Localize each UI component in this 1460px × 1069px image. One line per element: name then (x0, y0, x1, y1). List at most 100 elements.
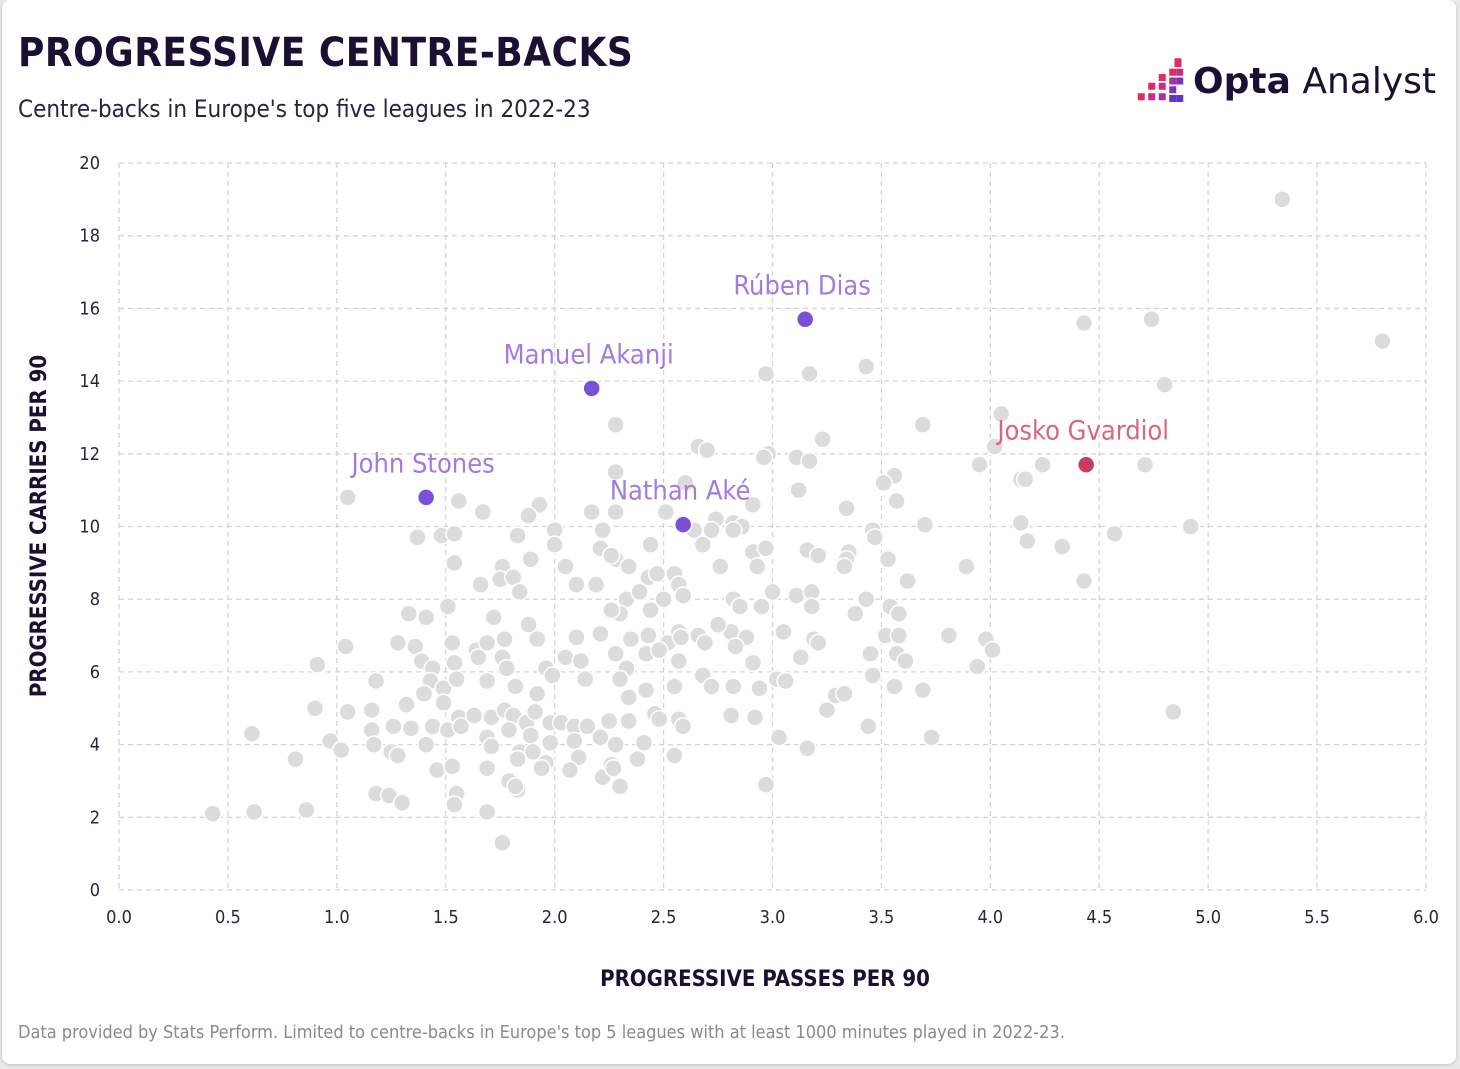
data-point[interactable] (286, 749, 305, 769)
data-point[interactable] (477, 802, 497, 822)
data-point[interactable] (913, 415, 933, 434)
data-point[interactable] (619, 557, 638, 576)
data-point[interactable] (991, 404, 1011, 424)
data-point[interactable] (397, 695, 416, 714)
data-point[interactable] (519, 506, 538, 525)
data-point[interactable] (743, 653, 763, 673)
data-point[interactable] (798, 738, 817, 758)
data-point[interactable] (630, 582, 649, 602)
data-point[interactable] (859, 717, 878, 736)
data-point[interactable] (388, 746, 408, 765)
data-point[interactable] (639, 626, 658, 645)
data-point[interactable] (702, 520, 721, 540)
data-point[interactable] (366, 671, 386, 691)
data-point[interactable] (1373, 331, 1392, 351)
data-point[interactable] (970, 455, 989, 474)
data-point[interactable] (336, 637, 355, 656)
data-point[interactable] (835, 557, 854, 576)
data-point[interactable] (416, 608, 436, 627)
data-point[interactable] (362, 700, 381, 720)
data-point[interactable] (565, 731, 584, 751)
data-point[interactable] (800, 364, 819, 384)
data-point[interactable] (606, 644, 625, 663)
data-point[interactable] (756, 775, 776, 794)
data-point[interactable] (578, 717, 597, 736)
data-point[interactable] (669, 651, 689, 671)
data-point[interactable] (602, 546, 621, 565)
data-point[interactable] (508, 749, 527, 769)
data-point[interactable] (606, 735, 625, 754)
data-point[interactable] (506, 677, 525, 696)
data-point[interactable] (530, 495, 549, 514)
data-point[interactable] (676, 473, 695, 493)
data-point[interactable] (543, 666, 562, 685)
data-point[interactable] (203, 804, 222, 823)
data-point[interactable] (307, 655, 327, 674)
data-point[interactable] (913, 680, 933, 700)
data-point[interactable] (808, 633, 828, 653)
data-point[interactable] (541, 733, 560, 753)
data-point[interactable] (556, 648, 575, 667)
data-point[interactable] (896, 651, 915, 671)
data-point[interactable] (968, 657, 987, 676)
data-point[interactable] (602, 600, 621, 620)
data-point[interactable] (748, 557, 767, 576)
data-point[interactable] (1272, 190, 1292, 209)
data-point[interactable] (763, 582, 782, 602)
data-point[interactable] (813, 430, 832, 449)
data-point[interactable] (649, 709, 669, 729)
data-point[interactable] (756, 539, 776, 558)
data-point[interactable] (591, 624, 610, 643)
data-point[interactable] (477, 671, 497, 691)
data-point[interactable] (242, 724, 262, 743)
data-point[interactable] (384, 717, 403, 736)
data-point[interactable] (610, 669, 630, 689)
data-point[interactable] (445, 524, 464, 544)
data-point[interactable] (708, 615, 728, 634)
data-point[interactable] (817, 700, 837, 720)
data-point[interactable] (423, 717, 442, 736)
data-point[interactable] (521, 549, 540, 569)
data-point[interactable] (787, 586, 806, 605)
data-point[interactable] (606, 502, 625, 522)
data-point[interactable] (863, 666, 882, 685)
data-point[interactable] (957, 557, 976, 576)
data-point[interactable] (808, 546, 828, 565)
data-point[interactable] (724, 520, 743, 540)
data-point[interactable] (752, 597, 771, 616)
data-point[interactable] (695, 633, 715, 653)
data-point[interactable] (519, 615, 538, 634)
data-point[interactable] (636, 680, 656, 700)
data-point[interactable] (443, 633, 462, 653)
data-point[interactable] (569, 748, 588, 767)
data-point[interactable] (619, 688, 638, 707)
data-point[interactable] (649, 640, 669, 660)
data-point[interactable] (482, 737, 501, 756)
data-point[interactable] (800, 451, 819, 471)
data-point[interactable] (497, 659, 516, 678)
data-point[interactable] (887, 491, 906, 511)
data-point[interactable] (1074, 571, 1094, 591)
data-point[interactable] (477, 633, 497, 653)
data-point[interactable] (445, 795, 464, 814)
data-point[interactable] (532, 758, 551, 778)
data-point[interactable] (647, 564, 667, 584)
data-point[interactable] (702, 677, 721, 696)
data-point[interactable] (525, 702, 545, 722)
data-point[interactable] (499, 720, 519, 740)
data-point[interactable] (545, 535, 564, 554)
data-point[interactable] (673, 717, 693, 736)
data-point[interactable] (438, 597, 458, 616)
data-point[interactable] (527, 629, 547, 649)
data-point[interactable] (1135, 455, 1155, 474)
data-point[interactable] (401, 718, 421, 738)
data-point[interactable] (416, 735, 436, 754)
data-point[interactable] (789, 480, 808, 500)
data-point[interactable] (754, 448, 774, 467)
data-point[interactable] (641, 600, 660, 620)
data-point[interactable] (510, 582, 530, 602)
data-point[interactable] (338, 488, 357, 507)
data-point[interactable] (449, 491, 469, 511)
data-point[interactable] (665, 746, 684, 765)
highlighted-point[interactable] (582, 379, 601, 398)
